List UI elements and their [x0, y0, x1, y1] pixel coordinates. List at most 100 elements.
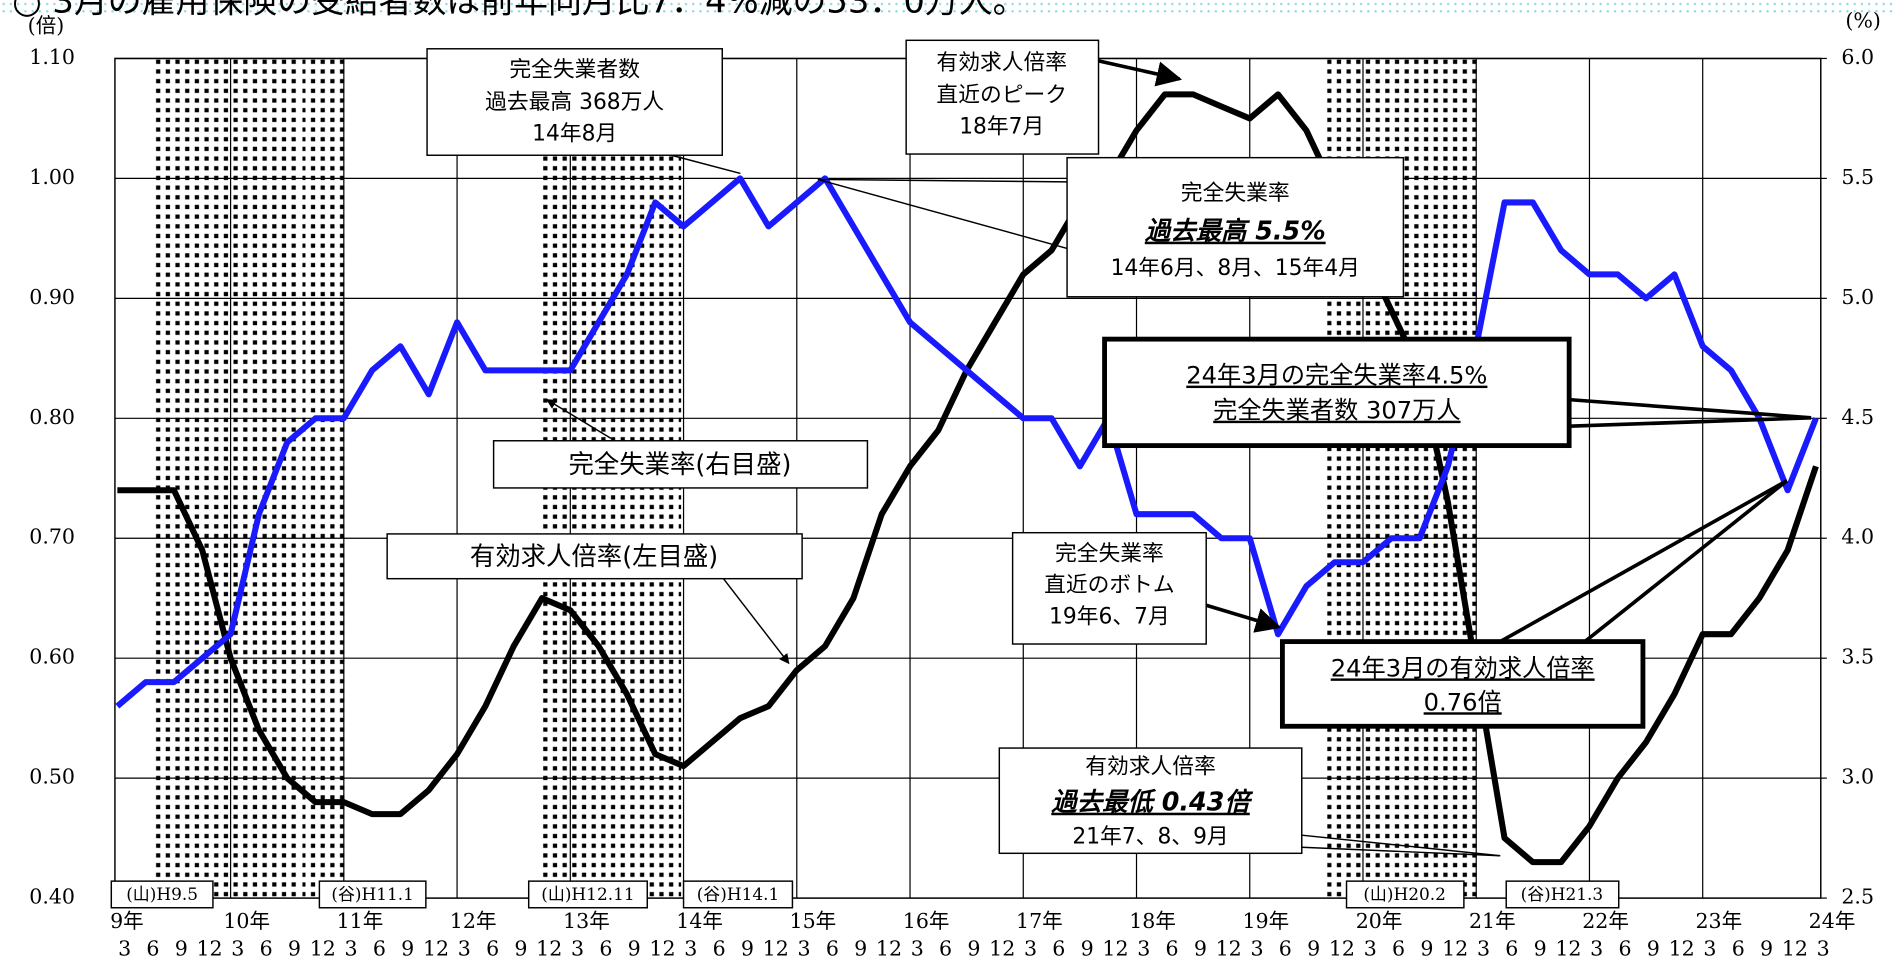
annotation-connectors — [545, 59, 1812, 857]
annotation-text: 完全失業率 — [1055, 541, 1164, 566]
year-label: 15年 — [790, 909, 837, 933]
x-tick-label: 9 — [401, 937, 414, 961]
recession-label: (谷)H21.3 — [1521, 884, 1604, 904]
x-tick-label: 12 — [1555, 937, 1581, 961]
x-tick-label: 12 — [1102, 937, 1128, 961]
annotation-text: 0.76倍 — [1424, 688, 1502, 716]
year-label: 9年 — [110, 909, 144, 933]
x-tick-label: 6 — [486, 937, 499, 961]
annotation-text: 直近のボトム — [1044, 573, 1175, 598]
x-tick-label: 9 — [967, 937, 980, 961]
annotation-text: 直近のピーク — [936, 83, 1067, 108]
y-tick-label: 0.50 — [29, 765, 75, 789]
x-tick-label: 6 — [146, 937, 159, 961]
x-tick-label: 3 — [1137, 937, 1150, 961]
header-strip — [0, 0, 1897, 15]
x-tick-label: 6 — [1505, 937, 1518, 961]
annotation-text: 完全失業者数 307万人 — [1213, 397, 1460, 425]
annotation-text: 過去最低 0.43倍 — [1051, 787, 1253, 817]
year-label: 22年 — [1582, 909, 1629, 933]
x-tick-label: 6 — [599, 937, 612, 961]
y2-tick-label: 3.0 — [1841, 765, 1874, 789]
x-tick-label: 12 — [1329, 937, 1355, 961]
x-tick-label: 3 — [571, 937, 584, 961]
x-tick-label: 12 — [1216, 937, 1242, 961]
x-tick-label: 9 — [1760, 937, 1773, 961]
plot-frame — [114, 57, 1822, 899]
recession-label: (山)H20.2 — [1363, 884, 1446, 904]
y2-tick-label: 3.5 — [1841, 645, 1874, 669]
year-label: 10年 — [223, 909, 270, 933]
x-tick-label: 6 — [260, 937, 273, 961]
page-title: ○ 3月の雇用保険の受給者数は前年同月比7．4%減の53．0万人。 — [12, 0, 1026, 20]
x-tick-label: 12 — [196, 937, 222, 961]
x-tick-label: 9 — [288, 937, 301, 961]
year-label: 21年 — [1469, 909, 1516, 933]
x-tick-label: 3 — [458, 937, 471, 961]
x-tick-label: 9 — [175, 937, 188, 961]
year-label: 24年 — [1809, 909, 1856, 933]
x-tick-label: 9 — [1647, 937, 1660, 961]
x-tick-label: 12 — [423, 937, 449, 961]
x-tick-label: 3 — [118, 937, 131, 961]
y2-tick-label: 4.0 — [1841, 525, 1874, 549]
annotation-text: 過去最高 5.5% — [1145, 216, 1326, 246]
year-label: 17年 — [1016, 909, 1063, 933]
recession-label: (谷)H11.1 — [331, 884, 414, 904]
x-tick-label: 6 — [373, 937, 386, 961]
x-tick-label: 3 — [1817, 937, 1830, 961]
recession-label: (山)H9.5 — [126, 884, 198, 904]
y2-tick-label: 4.5 — [1841, 405, 1874, 429]
x-tick-label: 9 — [1194, 937, 1207, 961]
x-tick-label: 9 — [628, 937, 641, 961]
year-label: 11年 — [337, 909, 384, 933]
x-tick-label: 3 — [1024, 937, 1037, 961]
annotation-text: 完全失業者数 — [509, 58, 640, 83]
x-tick-label: 9 — [1307, 937, 1320, 961]
x-tick-label: 6 — [1166, 937, 1179, 961]
x-tick-label: 3 — [684, 937, 697, 961]
recession-label: (山)H12.11 — [541, 884, 634, 904]
y-tick-label: 0.80 — [29, 405, 75, 429]
year-label: 13年 — [563, 909, 610, 933]
year-label: 23年 — [1695, 909, 1742, 933]
year-label: 19年 — [1242, 909, 1289, 933]
x-tick-label: 6 — [1618, 937, 1631, 961]
x-tick-label: 12 — [536, 937, 562, 961]
x-tick-label: 6 — [1279, 937, 1292, 961]
x-tick-label: 12 — [1442, 937, 1468, 961]
annotation-text: 過去最高 368万人 — [485, 90, 664, 115]
y2-tick-label: 2.5 — [1841, 885, 1874, 909]
x-tick-label: 9 — [854, 937, 867, 961]
annotation-text: 有効求人倍率 — [936, 50, 1067, 75]
x-tick-label: 12 — [763, 937, 789, 961]
year-label: 16年 — [903, 909, 950, 933]
year-label: 18年 — [1129, 909, 1176, 933]
y-tick-label: 1.00 — [29, 165, 75, 189]
recession-labels: (山)H9.5 (谷)H11.1 (山)H12.11 (谷)H14.1 (山)H… — [110, 880, 1620, 909]
x-tick-label: 9 — [1081, 937, 1094, 961]
x-tick-label: 6 — [1392, 937, 1405, 961]
x-tick-label: 6 — [939, 937, 952, 961]
y2-tick-label: 6.0 — [1841, 45, 1874, 69]
x-tick-label: 3 — [911, 937, 924, 961]
x-tick-label: 3 — [345, 937, 358, 961]
x-tick-label: 3 — [1590, 937, 1603, 961]
x-tick-label: 6 — [1052, 937, 1065, 961]
annotation-text: 24年3月の有効求人倍率 — [1331, 654, 1595, 682]
year-label: 12年 — [450, 909, 497, 933]
recession-label: (谷)H14.1 — [697, 884, 780, 904]
x-tick-label: 3 — [798, 937, 811, 961]
y2-tick-label: 5.5 — [1841, 165, 1874, 189]
x-tick-label: 9 — [514, 937, 527, 961]
annotations: 完全失業者数 過去最高 368万人 14年8月 有効求人倍率 直近のピーク 18… — [386, 39, 1646, 855]
x-tick-label: 3 — [1364, 937, 1377, 961]
y-unit: (倍) — [28, 14, 65, 38]
x-tick-label: 12 — [649, 937, 675, 961]
annotation-text: 18年7月 — [959, 114, 1044, 139]
x-tick-label: 9 — [1534, 937, 1547, 961]
x-tick-label: 12 — [989, 937, 1015, 961]
annotation-text: 24年3月の完全失業率4.5% — [1186, 362, 1487, 390]
annotation-text: 14年8月 — [532, 122, 617, 147]
